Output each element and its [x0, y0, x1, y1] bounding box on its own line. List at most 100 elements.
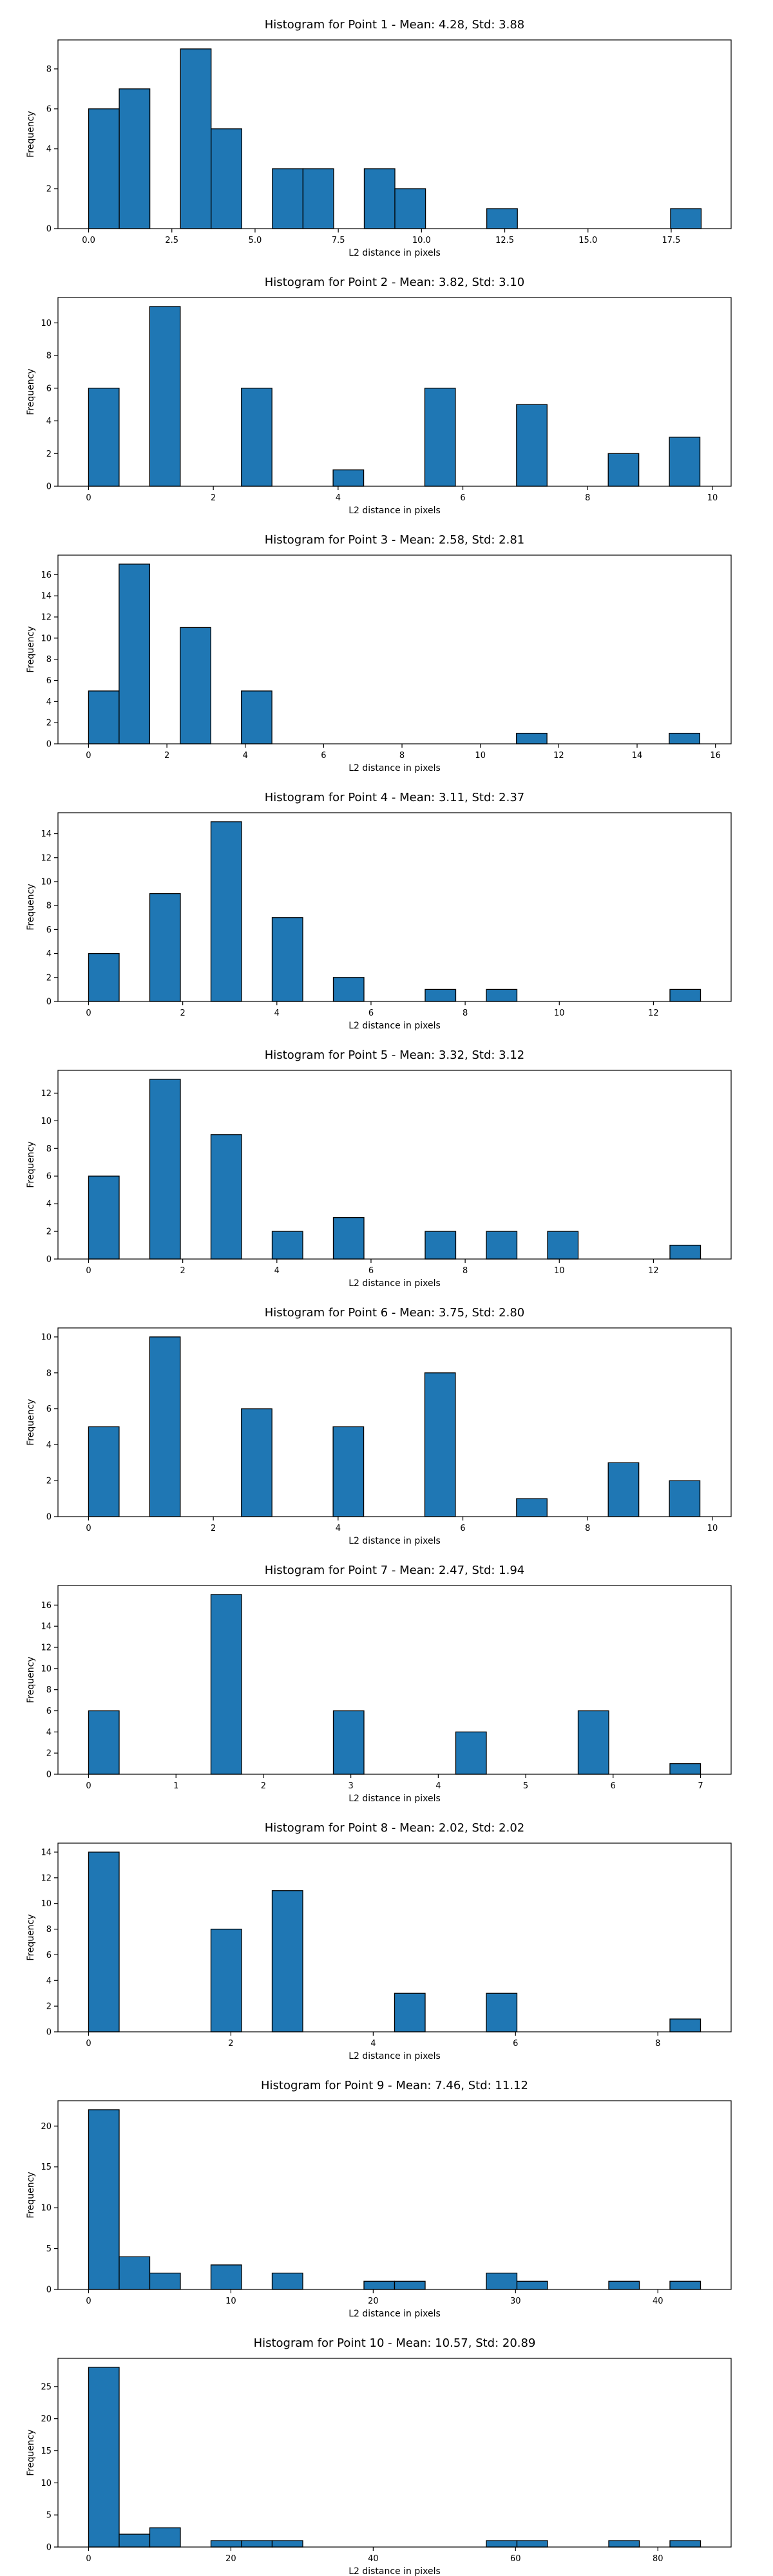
histogram-bar: [669, 1480, 701, 1517]
histogram-bar: [425, 989, 457, 1002]
y-axis-label: Frequency: [26, 1656, 36, 1703]
x-tick-label: 20: [368, 2297, 379, 2306]
histogram-bar: [486, 1231, 518, 1260]
plot-frame: [57, 1585, 732, 1775]
histogram-bar: [332, 977, 365, 1002]
y-tick-label: 2: [46, 1477, 52, 1486]
x-tick-label: 8: [585, 493, 590, 503]
histogram-bar: [363, 2280, 396, 2290]
y-tick-label: 10: [41, 1332, 52, 1342]
histogram-bar: [424, 1372, 456, 1517]
y-tick-label: 8: [46, 1685, 52, 1695]
y-tick-label: 10: [41, 2479, 52, 2488]
histogram-bar: [88, 952, 120, 1002]
x-axis-label: L2 distance in pixels: [348, 2566, 441, 2576]
x-tick-label: 4: [274, 1266, 280, 1276]
y-tick-label: 2: [46, 184, 52, 194]
x-tick-label: 6: [321, 751, 326, 761]
y-axis-label: Frequency: [26, 626, 36, 672]
histogram-bar: [149, 1336, 181, 1517]
plot-frame: [57, 2358, 732, 2548]
histogram-bar: [119, 2256, 151, 2290]
x-tick-label: 8: [585, 1524, 590, 1533]
y-tick-label: 10: [41, 319, 52, 328]
y-axis-label: Frequency: [26, 1141, 36, 1188]
x-tick-label: 4: [435, 1781, 441, 1791]
y-tick-label: 20: [41, 2122, 52, 2132]
histogram-bar: [149, 2272, 181, 2290]
y-tick-label: 0: [46, 1255, 52, 1265]
x-tick-label: 10.0: [412, 236, 431, 245]
histogram-bar: [210, 821, 242, 1002]
x-tick-label: 0.0: [82, 236, 95, 245]
histogram-bar: [608, 2280, 640, 2290]
y-axis-label: Frequency: [26, 111, 36, 157]
x-tick-label: 15.0: [578, 236, 597, 245]
y-tick-label: 4: [46, 1441, 52, 1450]
x-tick-label: 2: [261, 1781, 266, 1791]
histogram-bar: [332, 1710, 365, 1775]
histogram-5: Histogram for Point 5 - Mean: 3.32, Std:…: [26, 1048, 732, 1288]
y-tick-label: 12: [41, 1643, 52, 1653]
x-axis-label: L2 distance in pixels: [348, 1536, 441, 1546]
x-tick-label: 8: [655, 2039, 660, 2049]
x-tick-label: 10: [554, 1266, 565, 1276]
chart-title: Histogram for Point 2 - Mean: 3.82, Std:…: [265, 276, 525, 289]
y-tick-label: 10: [41, 1117, 52, 1126]
chart-title: Histogram for Point 4 - Mean: 3.11, Std:…: [265, 791, 525, 804]
x-tick-label: 14: [632, 751, 643, 761]
histogram-bar: [486, 2540, 518, 2548]
x-tick-label: 16: [710, 751, 721, 761]
y-tick-label: 4: [46, 1728, 52, 1738]
histogram-bar: [608, 2540, 640, 2548]
histogram-bar: [486, 208, 518, 229]
x-tick-label: 0: [86, 1266, 91, 1276]
histogram-bar: [670, 208, 702, 229]
histogram-bar: [210, 1594, 242, 1775]
y-tick-label: 0: [46, 1770, 52, 1780]
histogram-bar: [272, 168, 304, 229]
chart-title: Histogram for Point 3 - Mean: 2.58, Std:…: [265, 533, 525, 547]
x-tick-label: 6: [611, 1781, 616, 1791]
histogram-bar: [210, 2540, 242, 2548]
x-tick-label: 40: [368, 2554, 379, 2564]
y-tick-label: 6: [46, 676, 52, 686]
histogram-8: Histogram for Point 8 - Mean: 2.02, Std:…: [26, 1821, 732, 2061]
chart-title: Histogram for Point 7 - Mean: 2.47, Std:…: [265, 1564, 525, 1577]
x-tick-label: 2.5: [165, 236, 178, 245]
histogram-bar: [210, 2264, 242, 2290]
histogram-bar: [394, 2280, 426, 2290]
histogram-bar: [332, 1426, 365, 1517]
histogram-bar: [241, 388, 272, 487]
plot-frame: [57, 554, 732, 744]
histogram-bar: [88, 2109, 120, 2290]
histogram-9: Histogram for Point 9 - Mean: 7.46, Std:…: [26, 2079, 732, 2318]
histogram-bar: [486, 989, 518, 1002]
histogram-bar: [332, 1217, 365, 1260]
chart-title: Histogram for Point 5 - Mean: 3.32, Std:…: [265, 1048, 525, 1062]
y-tick-label: 10: [41, 877, 52, 887]
y-tick-label: 8: [46, 902, 52, 911]
histogram-bar: [271, 2272, 303, 2290]
x-tick-label: 12: [553, 751, 564, 761]
y-tick-label: 20: [41, 2414, 52, 2424]
histogram-4: Histogram for Point 4 - Mean: 3.11, Std:…: [26, 791, 732, 1030]
histogram-bar: [424, 388, 456, 487]
histogram-bar: [210, 1928, 242, 2032]
y-tick-label: 6: [46, 1405, 52, 1414]
histogram-bar: [241, 1408, 272, 1517]
x-tick-label: 8: [399, 751, 405, 761]
histogram-bar: [394, 1993, 426, 2032]
histogram-bar: [669, 1763, 701, 1775]
y-tick-label: 15: [41, 2163, 52, 2172]
plot-frame: [57, 1327, 732, 1517]
histogram-bar: [149, 893, 181, 1002]
x-tick-label: 6: [368, 1009, 374, 1018]
histogram-bar: [88, 1852, 120, 2032]
y-axis-label: Frequency: [26, 2429, 36, 2476]
x-tick-label: 30: [510, 2297, 521, 2306]
y-tick-label: 4: [46, 144, 52, 154]
y-tick-label: 12: [41, 1873, 52, 1883]
x-tick-label: 2: [180, 1266, 186, 1276]
y-tick-label: 6: [46, 1707, 52, 1716]
